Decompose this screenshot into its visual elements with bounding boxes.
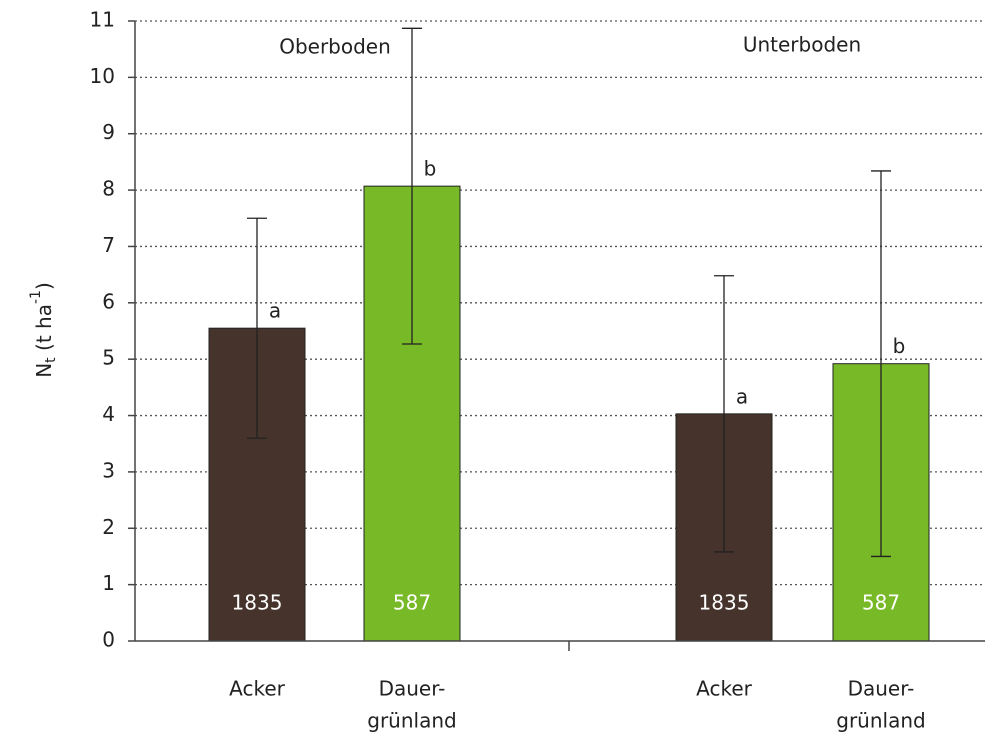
sample-count: 1835 — [232, 591, 283, 615]
y-tick-label: 4 — [102, 402, 115, 426]
sample-count: 587 — [862, 591, 900, 615]
y-tick-label: 6 — [102, 289, 115, 313]
x-tick-label: Dauer- — [379, 677, 446, 701]
x-tick-label: Acker — [696, 677, 753, 701]
y-tick-label: 2 — [102, 515, 115, 539]
y-tick-label: 5 — [102, 346, 115, 370]
y-tick-label: 8 — [102, 177, 115, 201]
significance-letter: a — [269, 299, 281, 323]
significance-letter: b — [424, 157, 437, 181]
y-tick-label: 11 — [90, 8, 115, 32]
y-tick-label: 7 — [102, 233, 115, 257]
y-tick-label: 10 — [90, 64, 115, 88]
x-tick-label: Dauer- — [848, 677, 915, 701]
group-label: Unterboden — [743, 33, 861, 57]
y-tick-label: 1 — [102, 571, 115, 595]
sample-count: 1835 — [699, 591, 750, 615]
significance-letter: a — [736, 384, 748, 408]
y-tick-label: 9 — [102, 120, 115, 144]
group-label: Oberboden — [279, 35, 391, 59]
sample-count: 587 — [393, 591, 431, 615]
y-axis-label: Nt (t ha-1) — [28, 282, 59, 378]
y-tick-label: 0 — [102, 628, 115, 652]
y-tick-label: 3 — [102, 458, 115, 482]
x-tick-label: grünland — [836, 709, 925, 733]
significance-letter: b — [893, 334, 906, 358]
x-tick-label: Acker — [229, 677, 286, 701]
x-tick-label: grünland — [367, 709, 456, 733]
